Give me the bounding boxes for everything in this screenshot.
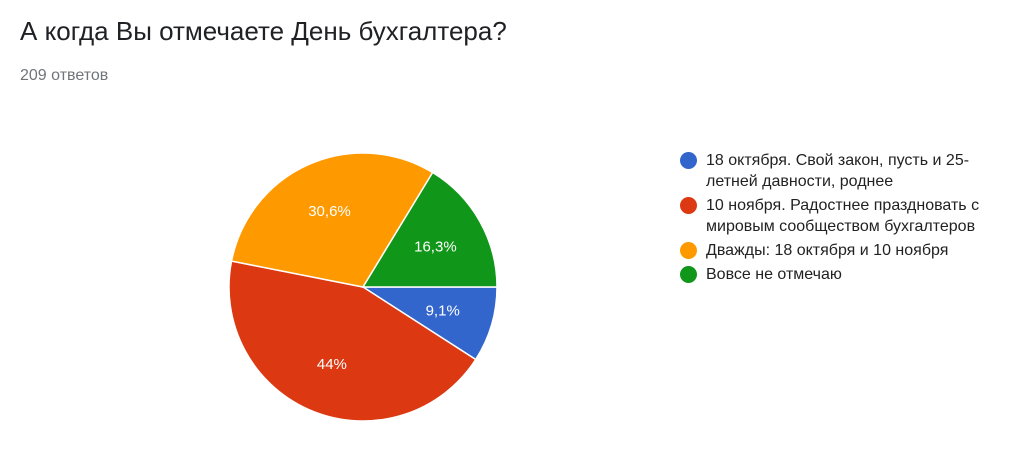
legend-label: 18 октября. Свой закон, пусть и 25-летне… — [706, 152, 970, 190]
legend-swatch-icon — [680, 197, 697, 214]
pie-slice-3[interactable] — [361, 171, 498, 288]
legend-label: Дважды: 18 октября и 10 ноября — [706, 242, 949, 259]
legend-item-3[interactable]: Вовсе не отмечаю — [680, 264, 1020, 285]
legend-label: Вовсе не отмечаю — [706, 266, 842, 283]
slice-label-0: 9,1% — [426, 302, 460, 319]
legend-item-1[interactable]: 10 ноября. Радостнее праздновать с миров… — [680, 195, 1020, 237]
legend-item-0[interactable]: 18 октября. Свой закон, пусть и 25-летне… — [680, 150, 1020, 192]
legend-swatch-icon — [680, 152, 697, 169]
chart-title: А когда Вы отмечаете День бухгалтера? — [20, 16, 507, 46]
legend-swatch-icon — [680, 266, 697, 283]
pie-slice-1[interactable] — [228, 260, 477, 422]
legend-item-2[interactable]: Дважды: 18 октября и 10 ноября — [680, 240, 1020, 261]
slice-label-2: 30,6% — [308, 203, 351, 220]
response-count: 209 ответов — [20, 67, 109, 84]
slice-label-3: 16,3% — [414, 238, 457, 255]
pie-slice-2[interactable] — [230, 152, 434, 288]
slice-label-1: 44% — [317, 356, 347, 373]
legend-label: 10 ноября. Радостнее праздновать с миров… — [706, 197, 980, 235]
chart-legend: 18 октября. Свой закон, пусть и 25-летне… — [680, 150, 1020, 288]
legend-swatch-icon — [680, 242, 697, 259]
